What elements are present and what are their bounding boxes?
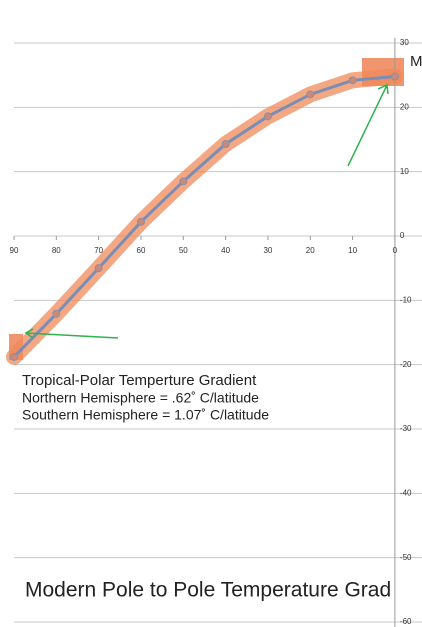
arrow <box>347 84 388 167</box>
y-tick-label: 0 <box>400 231 405 240</box>
x-tick-label: 60 <box>137 246 146 255</box>
x-tick-label: 30 <box>263 246 272 255</box>
y-tick-label: -50 <box>400 553 412 562</box>
plot: 30 20 10 0 -10 -20 -30 -40 -50 -60 90 80 70 60 50 40 30 2… <box>6 38 422 627</box>
series-label: M <box>410 53 422 70</box>
x-tick-label: 70 <box>94 246 103 255</box>
y-tick-label: 30 <box>400 38 409 47</box>
data-point <box>306 90 315 99</box>
data-line <box>12 74 396 358</box>
y-tick-label: 10 <box>400 167 409 176</box>
y-tick-label: -60 <box>400 617 412 626</box>
data-point <box>348 76 357 85</box>
data-point <box>390 72 399 81</box>
annotation-title: Tropical-Polar Temperture Gradient <box>22 372 257 389</box>
annotation-line: Northern Hemisphere = .62˚ C/latitude <box>22 390 259 406</box>
annotation-line: Southern Hemisphere = 1.07˚ C/latitude <box>22 407 269 423</box>
data-point <box>10 352 18 361</box>
arrow <box>25 332 119 339</box>
x-tick-label: 80 <box>52 246 61 255</box>
y-tick-label: -10 <box>400 295 412 304</box>
data-point <box>221 140 230 149</box>
data-point <box>263 112 272 121</box>
y-tick-label: -40 <box>400 488 412 497</box>
data-point <box>179 177 188 186</box>
highlight-band <box>6 68 403 365</box>
arrows <box>24 83 389 339</box>
data-point <box>94 264 103 273</box>
data-point <box>136 217 145 226</box>
arrow-head <box>377 83 389 95</box>
x-tick-label: 90 <box>10 246 19 255</box>
x-tick-label: 50 <box>179 246 188 255</box>
chart-title: Modern Pole to Pole Temperature Grad <box>25 579 391 602</box>
y-tick-label: -20 <box>400 360 412 369</box>
y-tick-label: -30 <box>400 424 412 433</box>
arrow-head <box>24 328 34 339</box>
x-tick-label: 40 <box>221 246 230 255</box>
y-tick-label: 20 <box>400 102 409 111</box>
x-tick-label: 20 <box>306 246 315 255</box>
x-tick-label: 10 <box>348 246 357 255</box>
x-tick-label: 0 <box>393 246 398 255</box>
data-point <box>52 309 61 318</box>
